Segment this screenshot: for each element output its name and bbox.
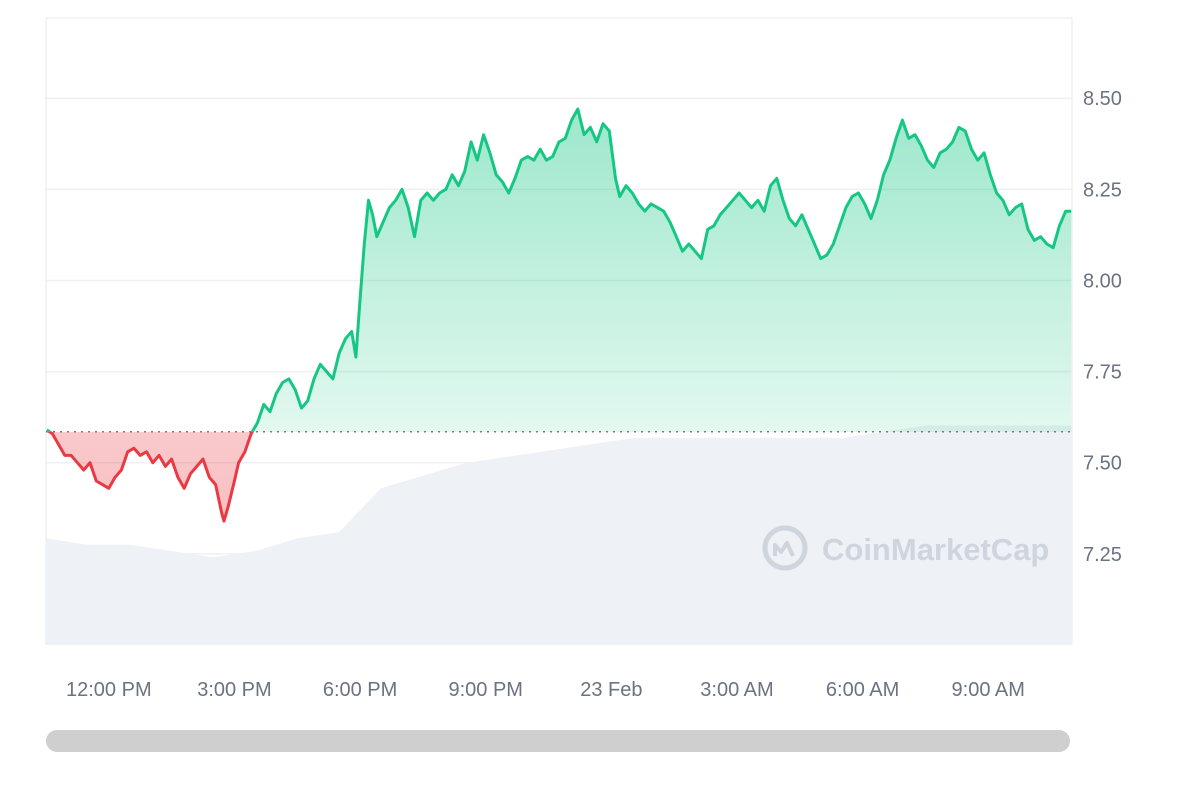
y-tick-label: 7.25 (1083, 544, 1122, 566)
y-tick-label: 7.50 (1083, 453, 1122, 475)
y-tick-label: 8.25 (1083, 179, 1122, 201)
x-tick-label: 3:00 PM (197, 679, 271, 701)
x-tick-label: 6:00 PM (323, 679, 397, 701)
x-tick-label: 3:00 AM (700, 679, 773, 701)
x-tick-label: 9:00 AM (952, 679, 1025, 701)
y-tick-label: 8.00 (1083, 270, 1122, 292)
watermark-logo-mark-icon (773, 541, 795, 557)
watermark-logo-icon (762, 525, 808, 571)
price-line-down (46, 431, 254, 523)
x-axis-ticks: 12:00 PM 3:00 PM 6:00 PM 9:00 PM 23 Feb 3:00 … (66, 679, 1025, 701)
volume-layer (46, 425, 1072, 645)
x-tick-label: 12:00 PM (66, 679, 152, 701)
price-layer (45, 107, 1072, 523)
y-tick-label: 8.50 (1083, 88, 1122, 110)
y-tick-label: 7.75 (1083, 362, 1122, 384)
x-tick-label: 9:00 PM (448, 679, 522, 701)
price-area-up (46, 109, 1072, 432)
x-tick-label: 23 Feb (580, 679, 642, 701)
price-line-up (45, 107, 1072, 432)
x-tick-label: 6:00 AM (826, 679, 899, 701)
y-axis-ticks: 7.25 7.50 7.75 8.00 8.25 8.50 (1083, 88, 1122, 566)
watermark-text: CoinMarketCap (822, 532, 1049, 567)
volume-area (46, 425, 1072, 645)
price-area-down (49, 431, 253, 522)
time-range-scrollbar[interactable] (46, 730, 1070, 752)
watermark: CoinMarketCap (762, 525, 1049, 571)
